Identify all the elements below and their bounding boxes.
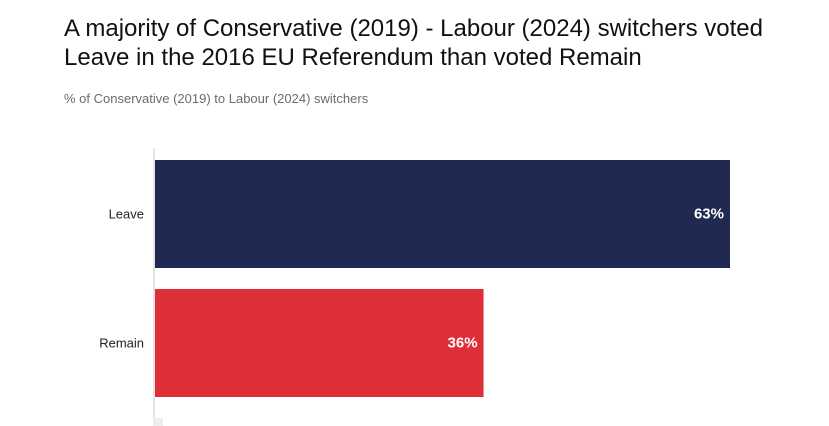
chart-title-line-1: A majority of Conservative (2019) - Labo… — [64, 15, 763, 42]
chart-subtitle: % of Conservative (2019) to Labour (2024… — [64, 91, 369, 106]
category-axis-line — [153, 148, 155, 426]
value-label-remain: 36% — [448, 335, 478, 352]
chart-title-line-2: Leave in the 2016 EU Referendum than vot… — [64, 44, 642, 71]
value-label-leave: 63% — [694, 206, 724, 223]
chart-title: A majority of Conservative (2019) - Labo… — [64, 14, 784, 72]
bar-remain — [155, 289, 484, 397]
axis-foot — [153, 418, 163, 426]
category-label-leave: Leave — [109, 207, 144, 222]
category-label-remain: Remain — [99, 336, 144, 351]
bars-group: Leave 63% Remain 36% — [99, 160, 730, 397]
bar-leave — [155, 160, 730, 268]
